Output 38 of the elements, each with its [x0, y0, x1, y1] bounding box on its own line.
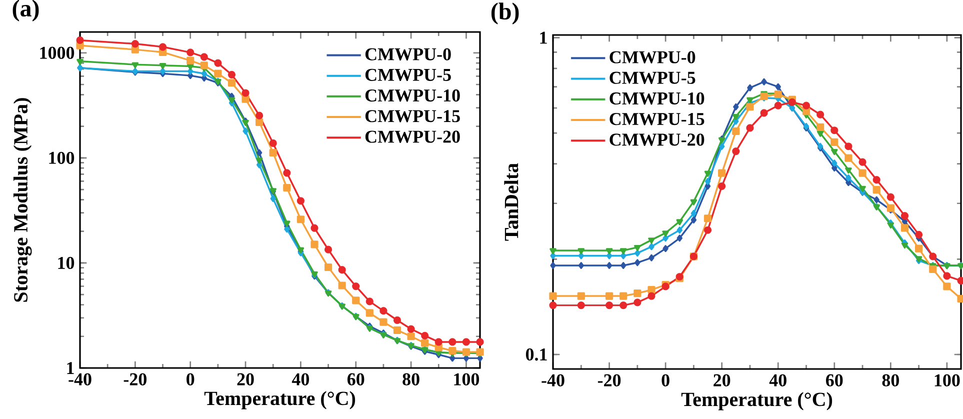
- x-tick-label: 60: [826, 374, 843, 386]
- legend-label: CMWPU-0: [610, 51, 696, 64]
- legend-label: CMWPU-10: [365, 89, 460, 102]
- chart-title: (a): [12, 0, 39, 22]
- legend-label: CMWPU-20: [610, 134, 704, 146]
- legend-label: CMWPU-15: [610, 113, 704, 126]
- legend-label: CMWPU-0: [365, 48, 451, 60]
- x-tick-label: 80: [882, 374, 899, 386]
- x-tick-label: 20: [714, 374, 730, 386]
- y-tick-label: 1000: [40, 46, 74, 59]
- x-tick-label: 40: [292, 373, 310, 386]
- y-tick-label: 1: [67, 362, 74, 374]
- y-tick-label: 0.1: [526, 348, 547, 361]
- x-tick-label: 60: [347, 373, 364, 386]
- legend-label: CMWPU-20: [365, 130, 460, 143]
- chart-title: (b): [491, 2, 519, 24]
- y-axis-title: TanDelta: [504, 163, 518, 241]
- y-tick-label: 100: [49, 152, 74, 164]
- x-axis-title: Temperature (°C): [204, 391, 356, 410]
- legend-label: CMWPU-5: [610, 72, 696, 84]
- x-tick-label: 0: [662, 374, 670, 386]
- x-tick-label: -40: [68, 373, 92, 386]
- legend-label: CMWPU-5: [365, 68, 451, 82]
- x-tick-label: 0: [186, 373, 194, 386]
- x-tick-label: 100: [454, 373, 480, 386]
- legend-label: CMWPU-15: [365, 110, 460, 122]
- x-tick-label: 20: [237, 373, 254, 386]
- x-tick-label: 100: [934, 374, 960, 386]
- x-tick-label: -20: [124, 373, 146, 386]
- x-tick-label: -40: [542, 374, 564, 386]
- x-tick-label: 80: [402, 373, 420, 386]
- y-tick-label: 10: [58, 256, 74, 270]
- x-tick-label: -20: [598, 374, 621, 386]
- y-tick-label: 1: [540, 32, 547, 44]
- y-axis-title: Storage Modulus (MPa): [13, 98, 32, 302]
- legend-label: CMWPU-10: [610, 92, 704, 105]
- x-axis-title: Temperature (°C): [681, 392, 832, 410]
- x-tick-label: 40: [769, 374, 786, 386]
